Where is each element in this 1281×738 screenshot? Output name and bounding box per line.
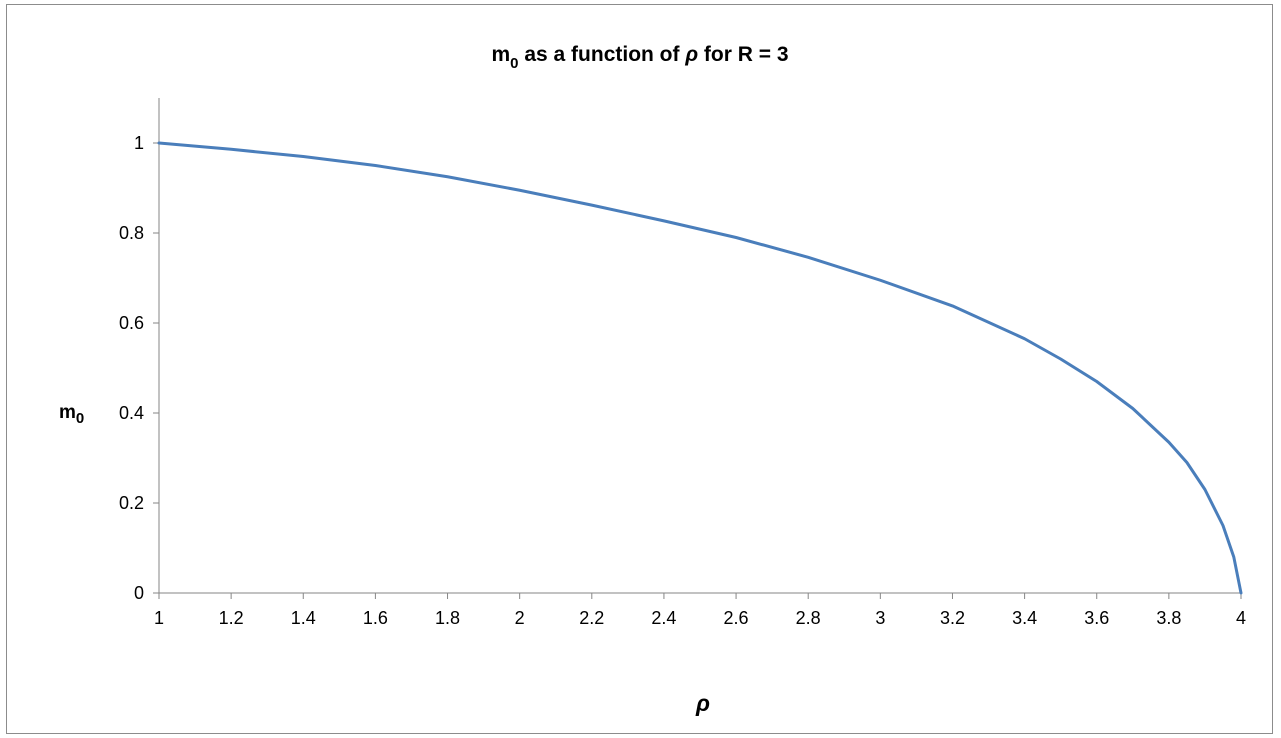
x-tick-label: 4: [1236, 608, 1246, 628]
series-layer: [157, 141, 1243, 595]
x-tick-label: 1: [154, 608, 164, 628]
x-tick-label: 1.2: [219, 608, 244, 628]
x-tick-label: 3.4: [1012, 608, 1037, 628]
x-tick-label: 1.8: [435, 608, 460, 628]
x-tick-label: 2.8: [796, 608, 821, 628]
x-tick-label: 1.4: [291, 608, 316, 628]
x-tick-label: 2.4: [651, 608, 676, 628]
y-axis-title: m0: [59, 402, 84, 427]
x-tick-label: 2.6: [724, 608, 749, 628]
x-tick-label: 3.2: [940, 608, 965, 628]
y-tick-label: 1: [134, 133, 144, 153]
series-line: [157, 141, 1243, 595]
chart-frame: m0 as a function of ρ for R = 3 m0 ρ 0 0.…: [6, 4, 1273, 734]
chart-title: m0 as a function of ρ for R = 3: [491, 43, 788, 72]
y-tick-label: 0.8: [119, 223, 144, 243]
x-tick-label: 2: [515, 608, 525, 628]
x-axis-title: ρ: [695, 690, 710, 716]
x-tick-label: 3.8: [1156, 608, 1181, 628]
x-tick-label: 3.6: [1084, 608, 1109, 628]
y-tick-label: 0.2: [119, 493, 144, 513]
svg-text:m0: m0: [59, 402, 84, 427]
x-tick-label: 3: [875, 608, 885, 628]
chart-svg: m0 as a function of ρ for R = 3 m0 ρ 0 0.…: [59, 43, 1246, 716]
axes: [158, 98, 1241, 594]
tick-labels: 0 0.2 0.4 0.6 0.8 1 1 1.2 1.4 1.6 1.8 2 2.2 2.4 2.6 2.8…: [119, 133, 1246, 628]
y-tick-label: 0: [134, 583, 144, 603]
x-tick-label: 1.6: [363, 608, 388, 628]
y-tick-label: 0.4: [119, 403, 144, 423]
y-tick-label: 0.6: [119, 313, 144, 333]
x-tick-label: 2.2: [579, 608, 604, 628]
tick-marks: [153, 142, 1242, 599]
